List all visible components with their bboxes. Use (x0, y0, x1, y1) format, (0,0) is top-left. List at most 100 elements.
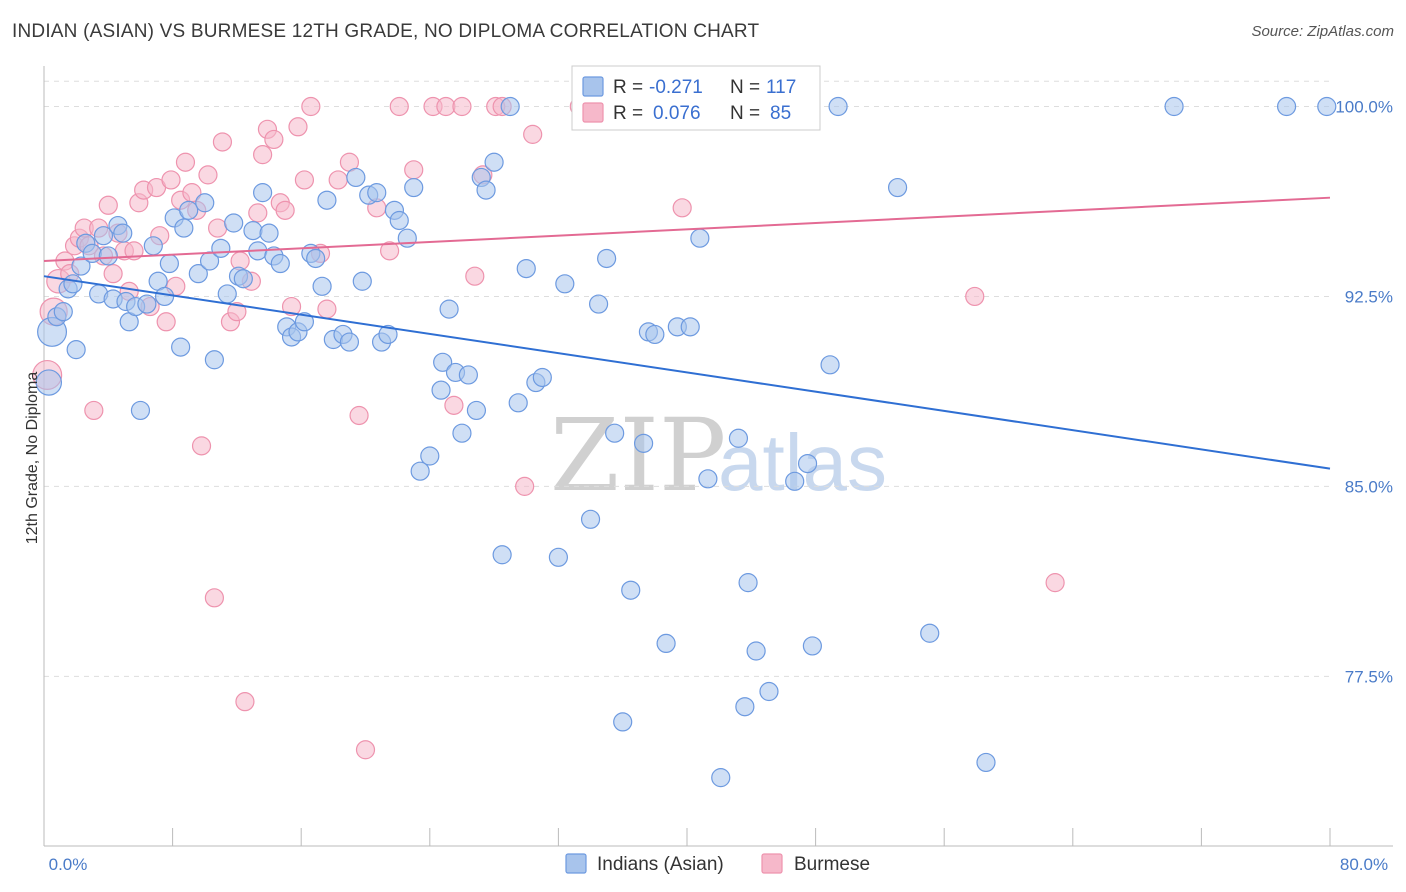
data-point-indians-asian (179, 200, 199, 220)
data-point-indians-asian (294, 312, 315, 332)
data-point-burmese (355, 740, 376, 760)
legend-swatch-indians-asian (565, 853, 587, 874)
data-point-indians-asian (188, 264, 208, 284)
series-legend: Indians (Asian) Burmese (565, 853, 870, 875)
watermark-zip: ZIP (550, 397, 726, 514)
data-point-indians-asian (516, 258, 536, 279)
indians-asian-points (35, 96, 1337, 788)
data-point-indians-asian (492, 545, 512, 565)
data-point-indians-asian (433, 352, 453, 372)
data-point-indians-asian (35, 369, 63, 396)
data-point-indians-asian (484, 152, 504, 172)
data-point-indians-asian (378, 324, 398, 345)
data-point-indians-asian (397, 228, 417, 248)
data-point-burmese (235, 692, 255, 712)
data-point-indians-asian (270, 253, 290, 274)
data-point-indians-asian (439, 299, 459, 319)
data-point-burmese (1045, 573, 1065, 593)
data-point-indians-asian (920, 623, 940, 643)
data-point-indians-asian (339, 332, 360, 352)
data-point-indians-asian (130, 400, 151, 421)
data-point-burmese (227, 302, 247, 322)
data-point-indians-asian (458, 365, 478, 385)
data-point-indians-asian (53, 302, 73, 322)
data-point-burmese (317, 299, 337, 319)
data-point-burmese (161, 170, 181, 190)
data-point-burmese (465, 266, 485, 286)
legend-swatch-burmese (761, 853, 783, 874)
data-point-indians-asian (656, 633, 676, 654)
data-point-indians-asian (71, 256, 91, 276)
data-point-indians-asian (828, 96, 848, 117)
data-point-indians-asian (690, 228, 710, 248)
data-point-burmese (436, 96, 456, 117)
data-point-indians-asian (785, 471, 805, 491)
x-tick-label: 0.0% (49, 855, 88, 874)
data-point-indians-asian (1276, 96, 1297, 117)
data-point-indians-asian (645, 324, 665, 345)
data-point-burmese (156, 312, 176, 332)
data-point-indians-asian (738, 573, 758, 593)
burmese-points (32, 96, 1065, 760)
data-point-burmese (444, 395, 464, 415)
data-point-indians-asian (154, 286, 175, 307)
data-point-burmese (84, 400, 104, 421)
x-tick-label: 80.0% (1340, 855, 1388, 874)
data-point-burmese (328, 170, 348, 190)
data-point-burmese (264, 129, 284, 150)
y-tick-label: 77.5% (1345, 667, 1393, 686)
data-point-indians-asian (555, 274, 575, 294)
data-point-indians-asian (352, 271, 372, 291)
data-point-indians-asian (312, 276, 332, 296)
data-point-burmese (98, 195, 118, 215)
data-point-burmese (175, 152, 196, 172)
data-point-indians-asian (605, 423, 625, 443)
data-point-burmese (404, 160, 424, 180)
data-point-burmese (253, 145, 273, 165)
data-point-indians-asian (613, 712, 633, 732)
data-point-indians-asian (253, 183, 273, 203)
trend-lines (43, 196, 1331, 470)
data-point-indians-asian (621, 580, 641, 600)
stats-pink-swatch (582, 102, 604, 123)
data-point-burmese (212, 132, 233, 152)
data-point-indians-asian (113, 223, 133, 243)
data-point-indians-asian (588, 294, 609, 314)
stats-legend-frame (571, 65, 821, 131)
data-point-burmese (288, 117, 308, 137)
data-point-indians-asian (452, 423, 472, 443)
data-point-indians-asian (728, 428, 749, 448)
stats-pink-r-value: 0.076 (653, 103, 701, 124)
axes: 100.0% 92.5% 85.0% 77.5% 0.0% 80.0% (43, 66, 1393, 874)
data-point-indians-asian (548, 547, 569, 567)
data-point-burmese (452, 96, 472, 117)
stats-pink-n-label: N = (730, 103, 760, 124)
data-point-burmese (380, 241, 400, 261)
data-point-indians-asian (98, 246, 118, 266)
data-point-indians-asian (346, 167, 366, 188)
data-point-indians-asian (233, 269, 253, 289)
data-point-indians-asian (633, 433, 654, 453)
data-point-burmese (965, 286, 985, 307)
watermark: ZIP atlas (550, 397, 887, 514)
data-point-indians-asian (802, 636, 822, 656)
stats-blue-n-value: 117 (766, 77, 796, 98)
data-point-indians-asian (500, 96, 520, 117)
data-point-indians-asian (680, 317, 700, 337)
data-point-burmese (523, 124, 543, 144)
data-point-indians-asian (508, 393, 528, 413)
source-credit: Source: ZipAtlas.com (1251, 23, 1394, 40)
data-point-indians-asian (532, 367, 552, 388)
data-point-indians-asian (317, 190, 337, 210)
data-point-indians-asian (137, 294, 157, 314)
data-point-indians-asian (174, 218, 194, 238)
data-point-burmese (281, 296, 302, 317)
data-point-indians-asian (410, 461, 430, 481)
legend-label-burmese: Burmese (794, 854, 870, 875)
data-point-indians-asian (404, 177, 424, 198)
data-point-burmese (389, 96, 409, 117)
data-point-burmese (672, 198, 692, 218)
data-point-indians-asian (735, 697, 755, 717)
data-point-burmese (294, 170, 315, 190)
